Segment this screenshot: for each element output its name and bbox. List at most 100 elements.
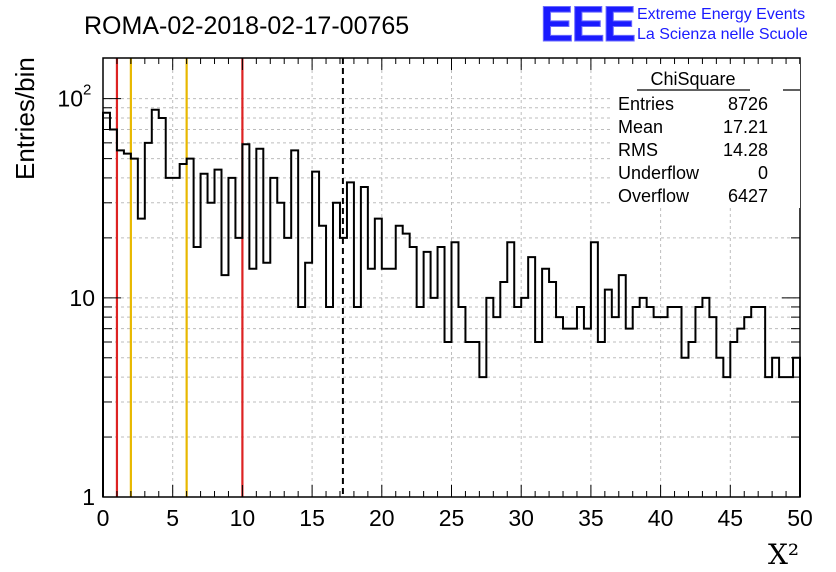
stats-box-frame [610,64,800,208]
histogram-bin [145,143,152,497]
histogram-bin [215,170,222,497]
histogram-bin [661,317,668,497]
histogram-bin [563,329,570,497]
histogram-bin [284,238,291,497]
eee-logo: EEE Extreme Energy Events La Scienza nel… [540,0,808,53]
stats-row-value: 6427 [728,186,768,206]
histogram-bin [326,307,333,497]
histogram-bin [319,226,326,497]
histogram-bin [166,178,173,497]
histogram-bin [347,182,354,497]
histogram-bin [180,164,187,497]
histogram-bin [493,317,500,497]
histogram-bin [110,130,117,497]
histogram-bin [368,269,375,497]
histogram-bin [716,358,723,497]
logo-line-1: Extreme Energy Events [637,6,805,23]
histogram-bin [382,269,389,497]
histogram-bin [291,150,298,497]
histogram-bin [361,187,368,497]
histogram-bin [528,257,535,497]
y-tick-label: 10 [69,285,95,311]
histogram-bin [702,298,709,497]
histogram-bin [458,307,465,497]
histogram-bin [507,242,514,497]
histogram-bin [737,329,744,497]
histogram-bin [417,307,424,497]
histogram-bin [675,307,682,497]
histogram-bin [249,269,256,497]
histogram-bin [626,329,633,497]
x-axis-label: X² [768,538,799,571]
histogram-bin [242,144,249,497]
grid-layer [103,58,800,497]
histogram-bin [793,358,800,497]
plot-frame [102,57,801,498]
histogram-bin [228,178,235,497]
histogram-bin [263,263,270,497]
histogram-bin [605,290,612,497]
histogram-bin [640,298,647,497]
histogram-bin [403,234,410,497]
y-tick-label: 1 [82,484,95,510]
histogram-bin [270,178,277,497]
reference-lines [115,58,344,497]
histogram-bin [647,307,654,497]
y-tick-exponent: 2 [83,82,91,99]
x-tick-label: 45 [718,505,744,531]
histogram-bin [201,174,208,497]
histogram-bin [730,342,737,497]
histogram-bin [514,307,521,497]
histogram-bin [695,307,702,497]
x-tick-label: 10 [230,505,256,531]
histogram-bin [688,342,695,497]
histogram-bin [654,317,661,497]
histogram-bin [256,149,263,497]
histogram-bin [431,298,438,497]
histogram-layer [102,108,801,497]
histogram-bin [445,342,452,497]
y-axis-label: Entries/bin [10,57,40,180]
x-tick-label: 50 [787,505,813,531]
histogram-bin [117,150,124,497]
x-tick-label: 35 [578,505,604,531]
histogram-bin [556,317,563,497]
histogram-outline [102,108,801,497]
histogram-bin [723,377,730,497]
histogram-bin [591,242,598,497]
histogram-bin [633,307,640,497]
histogram-bin [438,247,445,497]
x-tick-label: 30 [508,505,534,531]
histogram-bin [340,238,347,497]
stats-row-label: Entries [618,94,674,114]
histogram-bin [187,159,194,497]
histogram-bin [410,247,417,497]
histogram-bin [570,329,577,497]
histogram-bin [500,282,507,497]
y-tick-label: 10 [57,86,83,112]
x-tick-label: 20 [369,505,395,531]
x-tick-label: 0 [97,505,110,531]
histogram-bin [159,118,166,497]
x-tick-label: 15 [299,505,325,531]
histogram-bin [758,307,765,497]
histogram-bin [465,342,472,497]
histogram-bin [486,298,493,497]
stats-box: ChiSquare Entries 8726 Mean 17.21 RMS 14.28 Un… [610,64,800,208]
histogram-bin [709,317,716,497]
stats-row-label: Mean [618,117,663,137]
stats-row-value: 14.28 [723,140,768,160]
histogram-bin [779,377,786,497]
histogram-bin [298,307,305,497]
logo-letters: EEE [540,0,635,52]
histogram-bin [277,203,284,497]
histogram-bin [235,238,242,497]
histogram-bin [751,307,758,497]
histogram-bin [765,377,772,497]
histogram-bin [542,269,549,497]
histogram-bin [549,282,556,497]
x-tick-label: 25 [439,505,465,531]
stats-row-label: Overflow [618,186,690,206]
histogram-bin [744,317,751,497]
